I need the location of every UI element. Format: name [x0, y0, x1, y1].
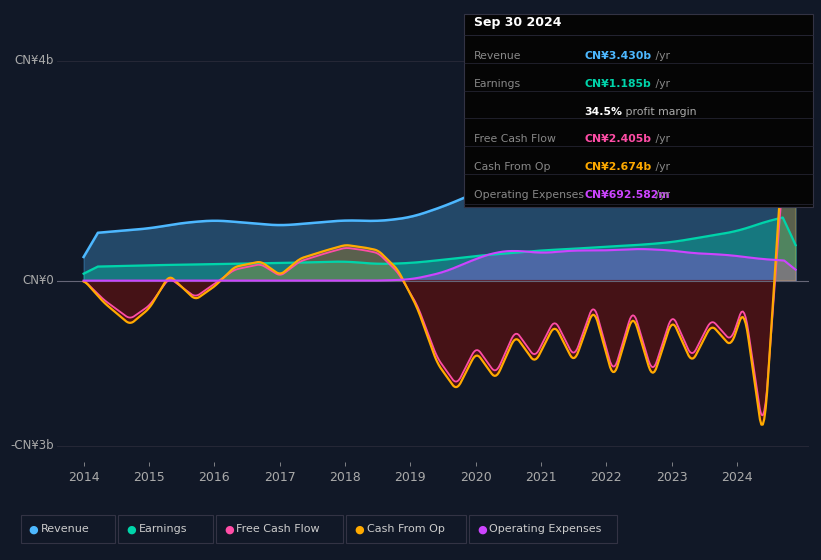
Text: Earnings: Earnings	[139, 524, 187, 534]
Text: /yr: /yr	[652, 51, 670, 61]
Text: /yr: /yr	[652, 162, 670, 172]
Text: Operating Expenses: Operating Expenses	[489, 524, 602, 534]
Text: Operating Expenses: Operating Expenses	[474, 190, 584, 200]
Text: /yr: /yr	[652, 79, 670, 89]
Text: Free Cash Flow: Free Cash Flow	[236, 524, 320, 534]
Text: ●: ●	[29, 524, 39, 534]
Text: /yr: /yr	[652, 190, 670, 200]
Text: /yr: /yr	[652, 134, 670, 144]
Text: profit margin: profit margin	[622, 106, 697, 116]
Text: 34.5%: 34.5%	[585, 106, 622, 116]
Text: Cash From Op: Cash From Op	[367, 524, 445, 534]
Text: CN¥692.582m: CN¥692.582m	[585, 190, 670, 200]
Text: Free Cash Flow: Free Cash Flow	[474, 134, 556, 144]
Text: CN¥0: CN¥0	[22, 274, 53, 287]
Text: CN¥4b: CN¥4b	[14, 54, 53, 67]
Text: ●: ●	[477, 524, 487, 534]
Text: CN¥3.430b: CN¥3.430b	[585, 51, 652, 61]
Text: Cash From Op: Cash From Op	[474, 162, 550, 172]
Text: ●: ●	[126, 524, 136, 534]
Text: -CN¥3b: -CN¥3b	[10, 439, 53, 452]
Text: ●: ●	[224, 524, 234, 534]
Text: Revenue: Revenue	[41, 524, 89, 534]
Text: Earnings: Earnings	[474, 79, 521, 89]
Text: Revenue: Revenue	[474, 51, 521, 61]
Text: CN¥2.674b: CN¥2.674b	[585, 162, 652, 172]
Text: Sep 30 2024: Sep 30 2024	[474, 16, 562, 29]
Text: CN¥1.185b: CN¥1.185b	[585, 79, 651, 89]
Text: ●: ●	[355, 524, 365, 534]
Text: CN¥2.405b: CN¥2.405b	[585, 134, 652, 144]
